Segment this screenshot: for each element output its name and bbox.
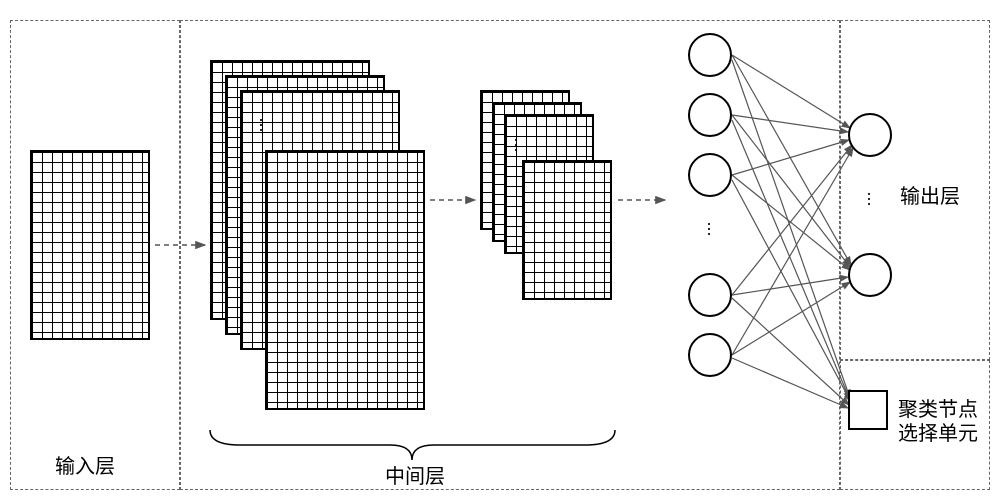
fc-left-node-5: [688, 333, 732, 377]
fc-left-node-1: [688, 33, 732, 77]
stack1-map-4: [265, 150, 425, 410]
output-dots: ···: [866, 192, 872, 207]
cluster-node: [848, 390, 888, 430]
stack2-map-4: [522, 160, 612, 300]
diagram-canvas: ··· ···: [0, 0, 1000, 504]
stack1-dots: ···: [258, 118, 264, 133]
input-layer-label: 输入层: [55, 450, 115, 479]
fc-left-node-3: [688, 153, 732, 197]
fc-left-node-2: [688, 93, 732, 137]
fc-left-node-4: [688, 273, 732, 317]
stack2-dots: ···: [513, 138, 519, 153]
output-node-2: [848, 253, 892, 297]
input-grid: [30, 150, 150, 340]
output-layer-label: 输出层: [900, 180, 960, 209]
cluster-unit-label-text: 聚类节点选择单元: [898, 399, 978, 445]
cluster-unit-label: 聚类节点选择单元: [898, 398, 988, 446]
hidden-layer-label: 中间层: [385, 460, 445, 489]
fc-left-dots: ···: [706, 222, 712, 237]
output-node-1: [848, 113, 892, 157]
